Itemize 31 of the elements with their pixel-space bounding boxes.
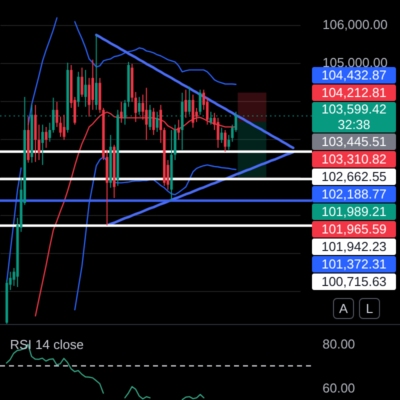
text: 101,372.31 [321, 256, 387, 272]
candlestick [220, 127, 223, 144]
candlestick [41, 124, 44, 166]
text: 103,310.82 [321, 151, 387, 166]
text: 101,989.21 [321, 204, 387, 219]
text: 100,715.63 [321, 274, 387, 289]
text: 101,942.23 [321, 238, 387, 254]
candlestick [177, 119, 180, 140]
candlestick [44, 126, 48, 148]
text: RSI 14 close [10, 337, 84, 352]
candlestick [80, 67, 84, 98]
candlestick [224, 130, 226, 152]
candlestick [198, 89, 202, 116]
candlestick [62, 114, 66, 140]
text: 102,662.55 [321, 168, 387, 184]
text: 104,212.81 [321, 84, 387, 100]
toggle-button: L [359, 298, 380, 319]
y-tick-label: 60.00 [322, 380, 356, 396]
candlestick [184, 89, 188, 118]
candlestick [148, 104, 152, 130]
text: 101,965.59 [321, 221, 387, 236]
candlestick [95, 34, 98, 110]
candlestick [216, 117, 220, 148]
candlestick [84, 69, 87, 108]
text: 102,188.77 [321, 186, 387, 202]
y-tick-label: 106,000.00 [322, 17, 388, 32]
candlestick [91, 59, 94, 110]
y-tick-label: 80.00 [322, 336, 356, 352]
text: 103,445.51 [321, 134, 387, 149]
text: 103,599.42 32:38 [321, 101, 387, 132]
toggle-button: A [333, 298, 354, 319]
